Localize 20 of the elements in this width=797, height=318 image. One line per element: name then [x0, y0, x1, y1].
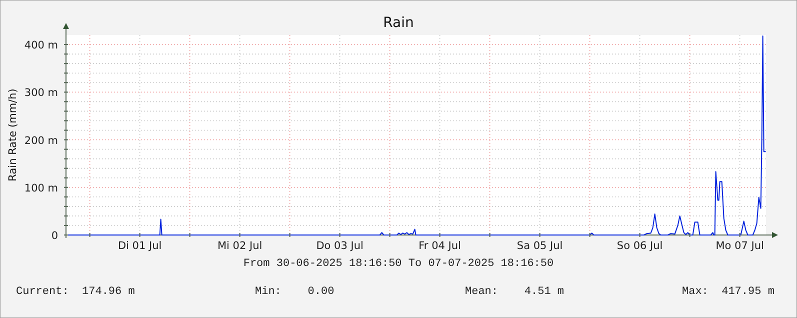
y-tick-label: 0 [51, 230, 58, 242]
x-tick-label: Mo 07 Jul [716, 240, 764, 252]
x-tick-label: Fr 04 Jul [418, 240, 461, 252]
x-tick-label: Sa 05 Jul [516, 240, 563, 252]
y-tick-label: 100 m [24, 182, 58, 194]
x-tick-label: So 06 Jul [616, 240, 663, 252]
text: Min: 0.00 [255, 286, 334, 298]
x-tick-label: Di 01 Jul [118, 240, 162, 252]
y-tick-label: 400 m [24, 40, 58, 52]
y-axis-title: Rain Rate (mm/h) [7, 88, 19, 182]
text: Current: 174.96 m [16, 286, 136, 298]
chart-title: Rain [383, 15, 414, 31]
y-tick-label: 300 m [24, 87, 58, 100]
y-tick-label: 200 m [24, 134, 58, 147]
line-series [66, 35, 766, 236]
x-tick-label: Mi 02 Jul [217, 240, 262, 252]
text: Max: 417.95 m [682, 286, 775, 298]
text: Mean: 4.51 m [465, 286, 564, 298]
text: From 30-06-2025 18:16:50 To 07-07-2025 18:16:50 [243, 258, 554, 270]
x-tick-label: Do 03 Jul [316, 240, 364, 252]
